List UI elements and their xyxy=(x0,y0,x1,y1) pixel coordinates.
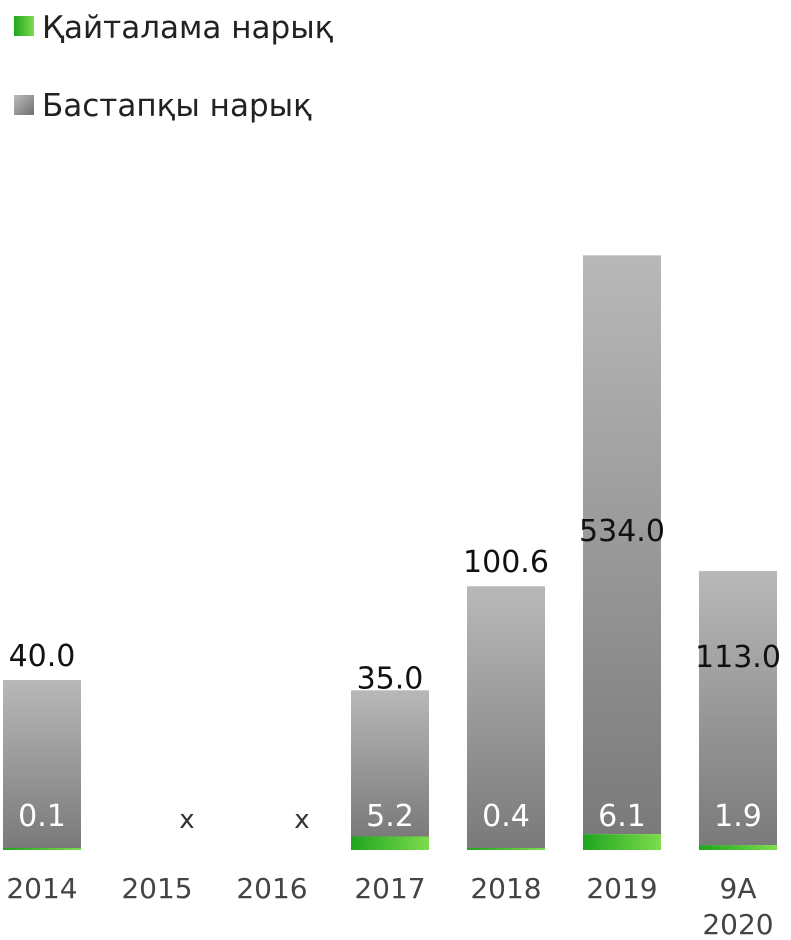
bar-secondary-2019 xyxy=(583,834,661,850)
data-label-primary-2017: 35.0 xyxy=(357,661,424,696)
data-label-secondary-9a-2020: 1.9 xyxy=(714,799,762,834)
data-label-secondary-2014: 0.1 xyxy=(18,799,66,834)
legend-item-primary-market: Бастапқы нарық xyxy=(14,88,312,124)
bar-primary-2019 xyxy=(583,255,661,835)
legend-item-secondary-market: Қайталама нарық xyxy=(14,10,334,46)
legend-label-primary-market: Бастапқы нарық xyxy=(42,88,312,124)
bar-primary-9a-2020 xyxy=(699,571,777,846)
legend-swatch-green xyxy=(14,16,34,36)
bar-secondary-2018 xyxy=(467,848,545,850)
missing-marker-2016: x xyxy=(294,805,309,835)
tick-label-2016: 2016 xyxy=(236,872,307,905)
tick-label-2014: 2014 xyxy=(6,872,77,905)
bar-primary-2018 xyxy=(467,586,545,848)
legend-swatch-gray xyxy=(14,95,34,115)
data-label-primary-2019: 534.0 xyxy=(579,514,665,549)
bar-primary-2014 xyxy=(3,679,81,848)
tick-label-2019: 2019 xyxy=(586,872,657,905)
tick-label-2015: 2015 xyxy=(121,872,192,905)
data-label-secondary-2019: 6.1 xyxy=(598,799,646,834)
data-label-secondary-2017: 5.2 xyxy=(366,799,414,834)
labels-layer: 40.0 0.1 x x 35.0 5.2 100.6 0.4 534.0 6.1 113.0 1.9 xyxy=(9,514,781,835)
data-label-primary-2014: 40.0 xyxy=(9,639,76,674)
bars-layer xyxy=(3,255,777,850)
data-label-primary-2018: 100.6 xyxy=(463,545,549,580)
bar-secondary-9a-2020 xyxy=(699,845,777,850)
tick-label-2017: 2017 xyxy=(354,872,425,905)
bar-secondary-2017 xyxy=(351,836,429,850)
tick-label-2018: 2018 xyxy=(470,872,541,905)
missing-marker-2015: x xyxy=(179,805,194,835)
data-label-primary-9a-2020: 113.0 xyxy=(695,640,781,675)
legend-label-secondary-market: Қайталама нарық xyxy=(42,10,334,46)
legend: Қайталама нарық Бастапқы нарық xyxy=(14,10,334,124)
bar-secondary-2014 xyxy=(3,848,81,850)
bar-primary-2017 xyxy=(351,690,429,837)
tick-label-9a-2020-line2: 2020 xyxy=(702,908,773,940)
data-label-secondary-2018: 0.4 xyxy=(482,799,530,834)
tick-label-9a-2020-line1: 9A xyxy=(720,872,757,905)
